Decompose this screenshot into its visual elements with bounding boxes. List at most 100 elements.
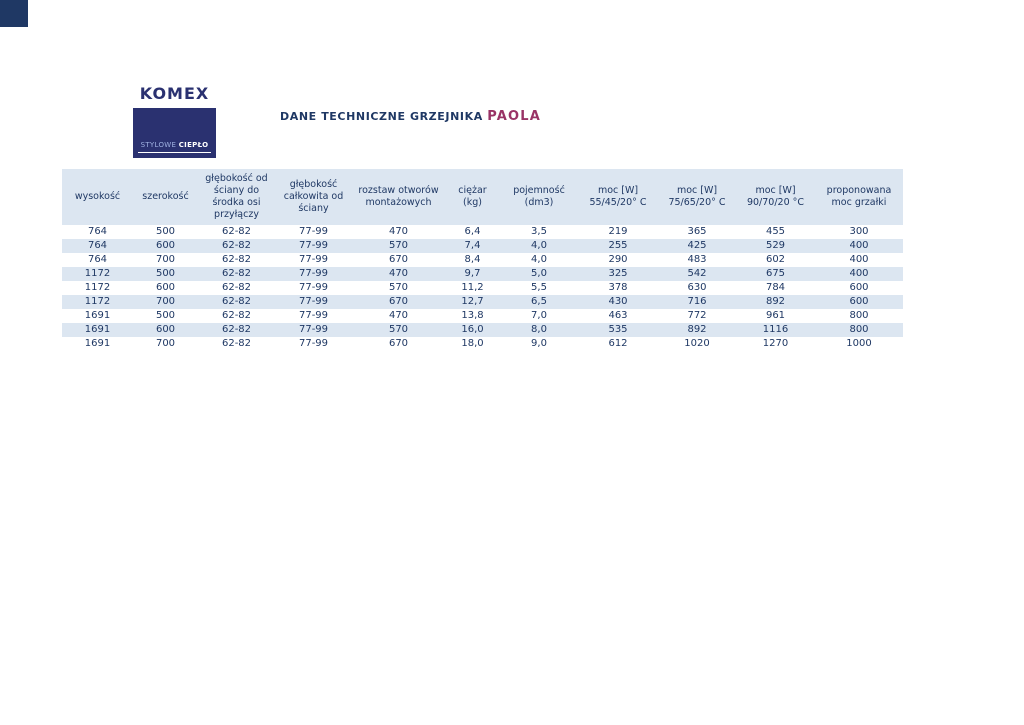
table-row: 764 700 62-82 77-99 670 8,4 4,0 290 483 602 400 <box>62 253 903 267</box>
column-header: moc [W] 90/70/20 °C <box>736 169 815 225</box>
table-cell: 6,4 <box>445 225 500 239</box>
table-cell: 62-82 <box>198 337 275 351</box>
column-header: głębokość od ściany do środka osi przyłą… <box>198 169 275 225</box>
table-cell: 455 <box>736 225 815 239</box>
table-cell: 77-99 <box>275 323 352 337</box>
table-cell: 16,0 <box>445 323 500 337</box>
table-cell: 5,0 <box>500 267 578 281</box>
table-cell: 892 <box>658 323 736 337</box>
column-header: wysokość <box>62 169 133 225</box>
table-cell: 8,4 <box>445 253 500 267</box>
table-cell: 602 <box>736 253 815 267</box>
table-cell: 670 <box>352 295 445 309</box>
table-cell: 700 <box>133 253 198 267</box>
table-row: 1172 600 62-82 77-99 570 11,2 5,5 378 630 784 600 <box>62 281 903 295</box>
table-cell: 6,5 <box>500 295 578 309</box>
column-header: ciężar (kg) <box>445 169 500 225</box>
table-cell: 300 <box>815 225 903 239</box>
page-title: DANE TECHNICZNE GRZEJNIKA PAOLA <box>280 109 541 124</box>
table-cell: 7,0 <box>500 309 578 323</box>
table-cell: 1020 <box>658 337 736 351</box>
table-cell: 470 <box>352 225 445 239</box>
table-cell: 5,5 <box>500 281 578 295</box>
table-cell: 77-99 <box>275 239 352 253</box>
table-cell: 700 <box>133 295 198 309</box>
corner-mark <box>0 0 28 27</box>
table-cell: 529 <box>736 239 815 253</box>
table-row: 764 600 62-82 77-99 570 7,4 4,0 255 425 529 400 <box>62 239 903 253</box>
table-cell: 600 <box>133 239 198 253</box>
table-row: 1691 500 62-82 77-99 470 13,8 7,0 463 772 961 800 <box>62 309 903 323</box>
logo-tagline-bold: CIEPŁO <box>178 141 209 149</box>
table-cell: 77-99 <box>275 281 352 295</box>
table-cell: 1270 <box>736 337 815 351</box>
table-cell: 570 <box>352 323 445 337</box>
table-row: 1691 700 62-82 77-99 670 18,0 9,0 612 1020 1270 10… <box>62 337 903 351</box>
table-cell: 764 <box>62 253 133 267</box>
table-cell: 892 <box>736 295 815 309</box>
table-body: 764 500 62-82 77-99 470 6,4 3,5 219 365 455 300 764… <box>62 225 903 351</box>
table-cell: 12,7 <box>445 295 500 309</box>
table-cell: 290 <box>578 253 658 267</box>
table-cell: 1172 <box>62 267 133 281</box>
table-cell: 18,0 <box>445 337 500 351</box>
table-cell: 463 <box>578 309 658 323</box>
table-cell: 378 <box>578 281 658 295</box>
table-cell: 62-82 <box>198 267 275 281</box>
table-cell: 570 <box>352 281 445 295</box>
table-cell: 1691 <box>62 323 133 337</box>
table-cell: 1691 <box>62 309 133 323</box>
table-cell: 772 <box>658 309 736 323</box>
table-cell: 600 <box>133 281 198 295</box>
table-cell: 77-99 <box>275 225 352 239</box>
logo-brand: KOMEX <box>133 78 216 108</box>
table-cell: 430 <box>578 295 658 309</box>
table-cell: 600 <box>815 281 903 295</box>
table-cell: 77-99 <box>275 253 352 267</box>
table-cell: 1000 <box>815 337 903 351</box>
table-cell: 1172 <box>62 281 133 295</box>
logo-tagline-light: STYLOWE <box>140 141 177 149</box>
table-cell: 1116 <box>736 323 815 337</box>
table-row: 1691 600 62-82 77-99 570 16,0 8,0 535 892 1116 800 <box>62 323 903 337</box>
title-main: DANE TECHNICZNE GRZEJNIKA <box>280 110 483 123</box>
table-cell: 570 <box>352 239 445 253</box>
table-cell: 3,5 <box>500 225 578 239</box>
column-header: proponowana moc grzałki <box>815 169 903 225</box>
table-cell: 600 <box>815 295 903 309</box>
spec-table: wysokość szerokość głębokość od ściany do … <box>62 169 903 351</box>
table-cell: 4,0 <box>500 239 578 253</box>
table-cell: 670 <box>352 253 445 267</box>
table-cell: 77-99 <box>275 295 352 309</box>
table-cell: 400 <box>815 267 903 281</box>
logo-tagline: STYLOWE CIEPŁO <box>138 141 211 153</box>
table-cell: 62-82 <box>198 239 275 253</box>
table-cell: 784 <box>736 281 815 295</box>
table-cell: 670 <box>352 337 445 351</box>
table-cell: 219 <box>578 225 658 239</box>
table-cell: 325 <box>578 267 658 281</box>
table-cell: 1691 <box>62 337 133 351</box>
table-cell: 700 <box>133 337 198 351</box>
table-cell: 4,0 <box>500 253 578 267</box>
table-cell: 425 <box>658 239 736 253</box>
table-cell: 400 <box>815 253 903 267</box>
table-row: 1172 500 62-82 77-99 470 9,7 5,0 325 542 675 400 <box>62 267 903 281</box>
table-cell: 77-99 <box>275 267 352 281</box>
table-cell: 961 <box>736 309 815 323</box>
table-row: 1172 700 62-82 77-99 670 12,7 6,5 430 716 892 600 <box>62 295 903 309</box>
table-header-row: wysokość szerokość głębokość od ściany do … <box>62 169 903 225</box>
table-cell: 1172 <box>62 295 133 309</box>
table-cell: 62-82 <box>198 281 275 295</box>
column-header: moc [W] 55/45/20° C <box>578 169 658 225</box>
table-cell: 8,0 <box>500 323 578 337</box>
table-row: 764 500 62-82 77-99 470 6,4 3,5 219 365 455 300 <box>62 225 903 239</box>
table-cell: 716 <box>658 295 736 309</box>
table-cell: 535 <box>578 323 658 337</box>
table-cell: 500 <box>133 309 198 323</box>
table-cell: 470 <box>352 309 445 323</box>
table-cell: 11,2 <box>445 281 500 295</box>
table-cell: 542 <box>658 267 736 281</box>
table-cell: 9,0 <box>500 337 578 351</box>
table-cell: 800 <box>815 323 903 337</box>
